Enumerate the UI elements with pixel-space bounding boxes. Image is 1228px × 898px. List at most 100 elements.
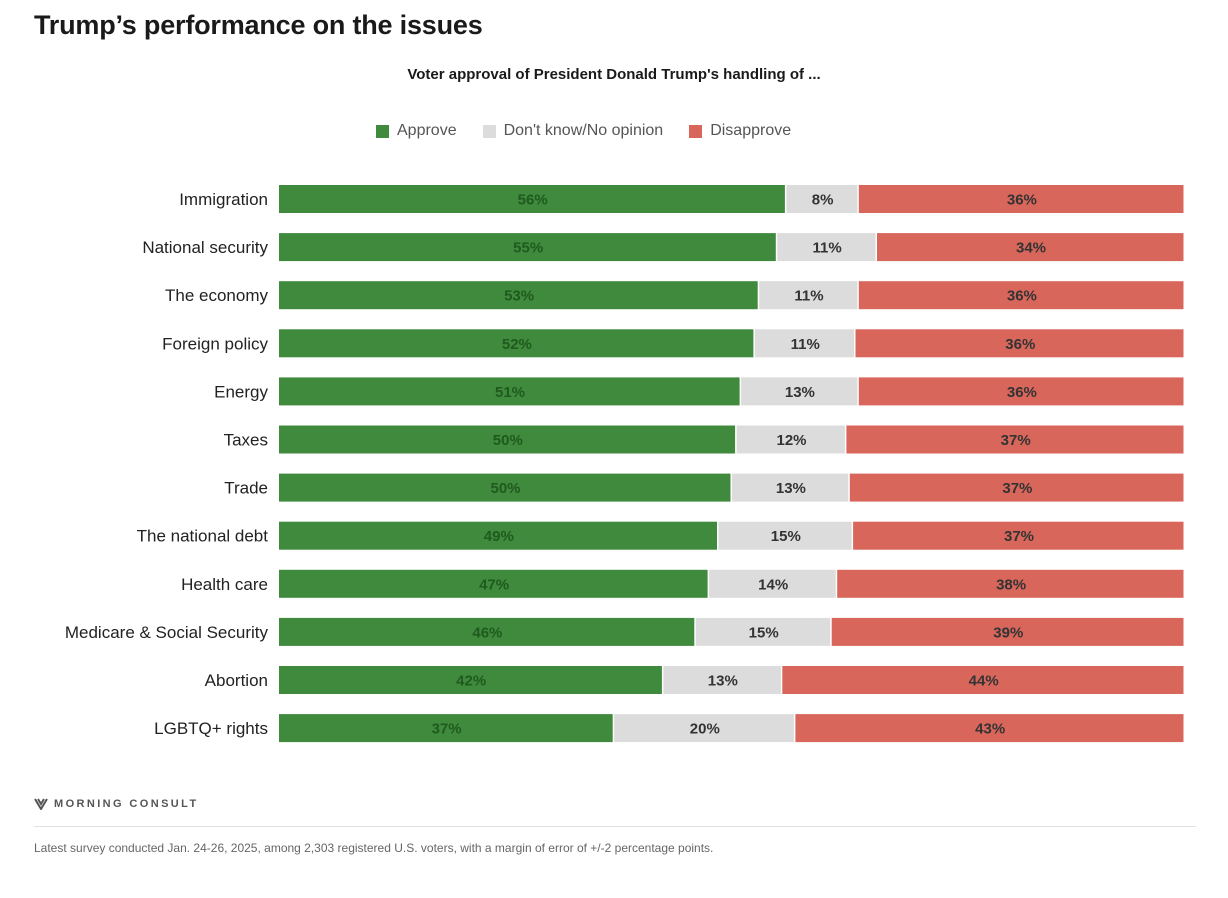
bar-segment-dont-know <box>741 377 858 406</box>
data-label-approve: 50% <box>490 480 520 497</box>
data-label-dont-know: 11% <box>791 336 820 353</box>
data-label-disapprove: 37% <box>1004 528 1034 545</box>
data-label-approve: 46% <box>472 624 502 641</box>
data-label-approve: 42% <box>456 673 486 690</box>
data-label-disapprove: 39% <box>993 624 1023 641</box>
data-label-dont-know: 14% <box>758 576 788 593</box>
data-label-disapprove: 37% <box>1002 480 1032 497</box>
bar-segment-dont-know <box>777 233 876 262</box>
bar-segment-dont-know <box>663 666 781 694</box>
bar-segment-disapprove <box>849 473 1184 502</box>
legend-swatch-dont-know <box>482 124 496 138</box>
data-label-dont-know: 13% <box>785 384 815 401</box>
bar-segment-disapprove <box>858 281 1184 310</box>
chart-title: Trump’s performance on the issues <box>34 10 483 40</box>
bar-segment-disapprove <box>855 329 1184 358</box>
data-label-approve: 53% <box>504 288 534 305</box>
bar-segment-disapprove <box>858 377 1184 406</box>
footer-divider <box>34 826 1196 827</box>
bar-segment-approve <box>279 233 776 262</box>
data-label-dont-know: 11% <box>812 240 841 257</box>
data-label-approve: 56% <box>518 192 548 209</box>
bar-segment-dont-know <box>754 329 855 358</box>
category-label: Taxes <box>224 431 268 450</box>
bar-segment-dont-know <box>709 569 836 598</box>
bar-segment-dont-know <box>732 473 849 502</box>
category-label: Health care <box>181 575 268 594</box>
bar-segment-approve <box>279 425 736 454</box>
data-label-disapprove: 36% <box>1007 288 1037 305</box>
chart-subtitle: Voter approval of President Donald Trump… <box>407 66 821 83</box>
legend-label-disapprove: Disapprove <box>710 122 792 139</box>
category-label: Immigration <box>179 190 268 209</box>
bar-segment-approve <box>279 377 740 406</box>
data-label-approve: 51% <box>495 384 525 401</box>
bar-segment-approve <box>279 281 758 310</box>
bar-segment-disapprove <box>858 185 1184 213</box>
bar-segment-disapprove <box>846 425 1184 454</box>
bar-segment-disapprove <box>782 666 1184 694</box>
data-label-dont-know: 13% <box>708 673 738 690</box>
bar-segment-approve <box>279 666 662 694</box>
morning-consult-logo-icon <box>34 798 48 810</box>
bar-segment-dont-know <box>736 425 845 454</box>
bar-segment-approve <box>279 714 613 743</box>
footnote: Latest survey conducted Jan. 24-26, 2025… <box>34 841 714 855</box>
bar-segment-disapprove <box>877 233 1184 262</box>
legend: Approve Don't know/No opinion Disapprove <box>376 122 791 140</box>
category-label: National security <box>142 238 268 257</box>
data-label-dont-know: 20% <box>690 721 720 738</box>
data-label-approve: 50% <box>493 432 523 449</box>
brand-logo: MORNING CONSULT <box>34 798 199 810</box>
bar-segment-dont-know <box>718 521 852 550</box>
data-label-dont-know: 11% <box>794 288 823 305</box>
data-label-dont-know: 8% <box>812 192 834 209</box>
legend-item-dont-know: Don't know/No opinion <box>482 122 664 140</box>
bar-segment-disapprove <box>853 521 1184 550</box>
bar-segment-disapprove <box>795 714 1184 743</box>
legend-swatch-disapprove <box>689 124 703 138</box>
brand-logo-text: MORNING CONSULT <box>54 798 199 810</box>
bar-segment-approve <box>279 329 754 358</box>
data-label-disapprove: 37% <box>1001 432 1031 449</box>
bar-segment-dont-know <box>695 617 831 646</box>
category-label: Trade <box>224 479 268 498</box>
data-label-approve: 52% <box>502 336 532 353</box>
data-label-approve: 49% <box>484 528 514 545</box>
legend-label-dont-know: Don't know/No opinion <box>503 122 664 139</box>
data-label-approve: 37% <box>432 721 462 738</box>
stacked-bar-chart: Immigration 56% 8% 36% National security 55% 1… <box>65 185 1184 743</box>
bar-segment-approve <box>279 521 717 550</box>
data-label-dont-know: 15% <box>771 528 801 545</box>
bar-segment-dont-know <box>614 714 794 743</box>
category-label: Medicare & Social Security <box>65 623 269 642</box>
data-label-dont-know: 15% <box>749 624 779 641</box>
data-label-approve: 55% <box>513 240 543 257</box>
data-label-disapprove: 36% <box>1007 384 1037 401</box>
bar-segment-disapprove <box>837 569 1184 598</box>
bar-segment-dont-know <box>786 185 858 213</box>
legend-swatch-approve <box>376 124 389 138</box>
category-label: Energy <box>214 382 268 401</box>
data-label-dont-know: 12% <box>776 432 806 449</box>
data-label-disapprove: 43% <box>975 721 1005 738</box>
bar-segment-disapprove <box>831 617 1184 646</box>
bar-segment-approve <box>279 473 731 502</box>
category-label: Foreign policy <box>162 334 268 353</box>
legend-item-disapprove: Disapprove <box>689 122 791 140</box>
data-label-disapprove: 36% <box>1007 192 1037 209</box>
data-label-disapprove: 34% <box>1016 240 1046 257</box>
category-label: LGBTQ+ rights <box>154 719 268 738</box>
legend-item-approve: Approve <box>376 122 457 140</box>
bar-segment-dont-know <box>759 281 858 310</box>
category-label: The national debt <box>137 527 269 546</box>
bar-segment-approve <box>279 617 695 646</box>
data-label-dont-know: 13% <box>776 480 806 497</box>
data-label-disapprove: 36% <box>1005 336 1035 353</box>
data-label-disapprove: 44% <box>969 673 999 690</box>
category-label: The economy <box>165 286 268 305</box>
bar-segment-approve <box>279 185 785 213</box>
legend-label-approve: Approve <box>397 122 457 139</box>
data-label-approve: 47% <box>479 576 509 593</box>
category-label: Abortion <box>205 671 268 690</box>
